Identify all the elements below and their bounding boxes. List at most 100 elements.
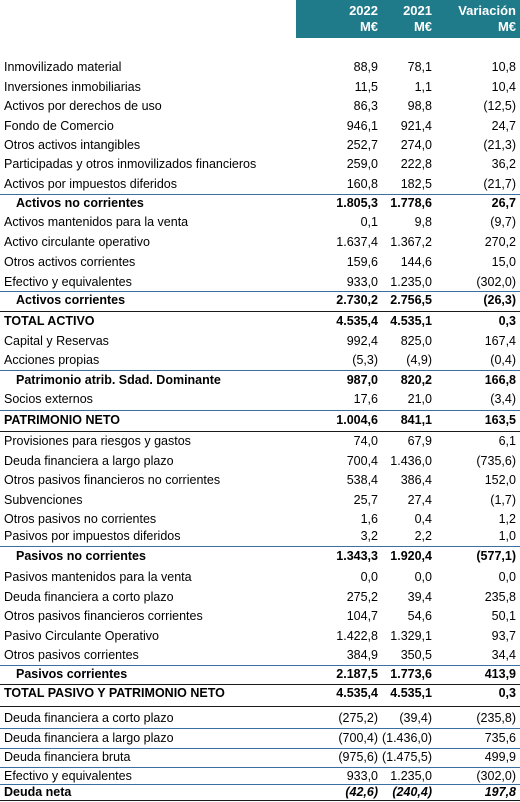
column-year: Variación <box>458 3 516 18</box>
row-value: 1.329,1 <box>390 629 432 643</box>
row-value: 1.637,4 <box>336 235 378 249</box>
row-value: 1.805,3 <box>336 196 378 210</box>
column-unit: M€ <box>359 19 378 34</box>
row-value: 274,0 <box>400 138 432 152</box>
row-value: 10,8 <box>491 60 516 74</box>
row-value: 1.367,2 <box>390 235 432 249</box>
row-value: 1.422,8 <box>336 629 378 643</box>
row-value: 160,8 <box>346 177 378 191</box>
row-value: 735,6 <box>484 731 516 745</box>
row-label: Activos corrientes <box>16 293 126 307</box>
row-value: (735,6) <box>476 454 516 468</box>
row-value: 163,5 <box>484 413 516 427</box>
row-value: (1.475,5) <box>381 750 432 764</box>
row-label: Deuda financiera a largo plazo <box>4 731 174 745</box>
row-value: 54,6 <box>407 609 432 623</box>
row-value: 2.187,5 <box>336 667 378 681</box>
row-label: Activos mantenidos para la venta <box>4 215 189 229</box>
row-value: 252,7 <box>346 138 378 152</box>
row-value: 98,8 <box>407 99 432 113</box>
table-row: Subvenciones 25,7 27,4 (1,7) <box>0 491 520 510</box>
row-label: Inversiones inmobiliarias <box>4 80 141 94</box>
row-separator <box>0 431 520 432</box>
row-value: 78,1 <box>407 60 432 74</box>
row-value: 144,6 <box>400 255 432 269</box>
table-row: Participadas y otros inmovilizados finan… <box>0 155 520 174</box>
row-value: 2.730,2 <box>336 293 378 307</box>
row-value: 152,0 <box>484 473 516 487</box>
table-row: Pasivos mantenidos para la venta 0,0 0,0 0,… <box>0 568 520 587</box>
row-separator <box>0 410 520 411</box>
row-value: 10,4 <box>491 80 516 94</box>
row-label: Otros pasivos no corrientes <box>4 512 157 526</box>
row-value: (9,7) <box>490 215 516 229</box>
row-value: 86,3 <box>353 99 378 113</box>
table-row: Otros pasivos no corrientes 1,6 0,4 1,2 <box>0 510 520 529</box>
row-label: Otros activos corrientes <box>4 255 136 269</box>
row-label: Pasivos por impuestos diferidos <box>4 529 181 543</box>
table-row: Deuda neta (42,6) (240,4) 197,8 <box>0 783 520 802</box>
table-row: TOTAL ACTIVO 4.535,4 4.535,1 0,3 <box>0 312 520 331</box>
row-label: TOTAL PASIVO Y PATRIMONIO NETO <box>4 686 225 700</box>
row-value: 235,8 <box>484 590 516 604</box>
row-value: 88,9 <box>353 60 378 74</box>
row-value: 167,4 <box>484 334 516 348</box>
row-value: (21,7) <box>483 177 516 191</box>
column-unit: M€ <box>497 19 516 34</box>
table-row: Acciones propias (5,3) (4,9) (0,4) <box>0 351 520 370</box>
row-value: 21,0 <box>407 392 432 406</box>
row-label: Deuda financiera bruta <box>4 750 131 764</box>
row-value: (577,1) <box>476 549 516 563</box>
column-header: 2022 M€ <box>288 3 378 35</box>
row-separator <box>0 546 520 547</box>
row-value: 1,2 <box>498 512 516 526</box>
row-separator <box>0 784 520 785</box>
table-row: Deuda financiera a corto plazo (275,2) (39… <box>0 709 520 728</box>
row-value: 0,1 <box>360 215 378 229</box>
table-row: Pasivos no corrientes 1.343,3 1.920,4 (577,… <box>0 547 520 566</box>
table-row: Otros activos intangibles 252,7 274,0 (21,3… <box>0 136 520 155</box>
row-value: 413,9 <box>484 667 516 681</box>
row-value: (21,3) <box>483 138 516 152</box>
row-value: 104,7 <box>346 609 378 623</box>
row-value: (26,3) <box>483 293 516 307</box>
row-label: Deuda financiera a corto plazo <box>4 590 174 604</box>
row-value: 1.436,0 <box>390 454 432 468</box>
row-value: 1.343,3 <box>336 549 378 563</box>
row-value: (240,4) <box>392 785 432 799</box>
column-unit: M€ <box>413 19 432 34</box>
row-value: 67,9 <box>407 434 432 448</box>
row-value: 1,6 <box>360 512 378 526</box>
table-row: Otros pasivos financieros corrientes 104,… <box>0 607 520 626</box>
row-separator <box>0 728 520 729</box>
row-label: Efectivo y equivalentes <box>4 769 132 783</box>
row-label: Socios externos <box>4 392 93 406</box>
row-value: 350,5 <box>400 648 432 662</box>
row-value: 27,4 <box>407 493 432 507</box>
table-row: Pasivos por impuestos diferidos 3,2 2,2 1,0 <box>0 527 520 546</box>
table-row: Inversiones inmobiliarias 11,5 1,1 10,4 <box>0 78 520 97</box>
row-value: (1,7) <box>490 493 516 507</box>
row-value: 1.004,6 <box>336 413 378 427</box>
row-value: 222,8 <box>400 157 432 171</box>
row-value: (3,4) <box>490 392 516 406</box>
row-value: 1.778,6 <box>390 196 432 210</box>
row-value: 159,6 <box>346 255 378 269</box>
row-value: 0,4 <box>414 512 432 526</box>
row-separator <box>0 748 520 749</box>
row-label: Activos por impuestos diferidos <box>4 177 177 191</box>
row-label: Patrimonio atrib. Sdad. Dominante <box>16 373 221 387</box>
row-value: 820,2 <box>400 373 432 387</box>
row-value: 992,4 <box>346 334 378 348</box>
column-year: 2022 <box>349 3 378 18</box>
table-row: Activos corrientes 2.730,2 2.756,5 (26,3) <box>0 291 520 310</box>
row-value: 34,4 <box>491 648 516 662</box>
row-value: 921,4 <box>400 119 432 133</box>
row-label: Otros activos intangibles <box>4 138 141 152</box>
row-separator <box>0 370 520 371</box>
row-value: 6,1 <box>498 434 516 448</box>
row-value: 700,4 <box>346 454 378 468</box>
row-value: 2,2 <box>414 529 432 543</box>
row-value: 0,0 <box>360 570 378 584</box>
row-label: Provisiones para riesgos y gastos <box>4 434 191 448</box>
